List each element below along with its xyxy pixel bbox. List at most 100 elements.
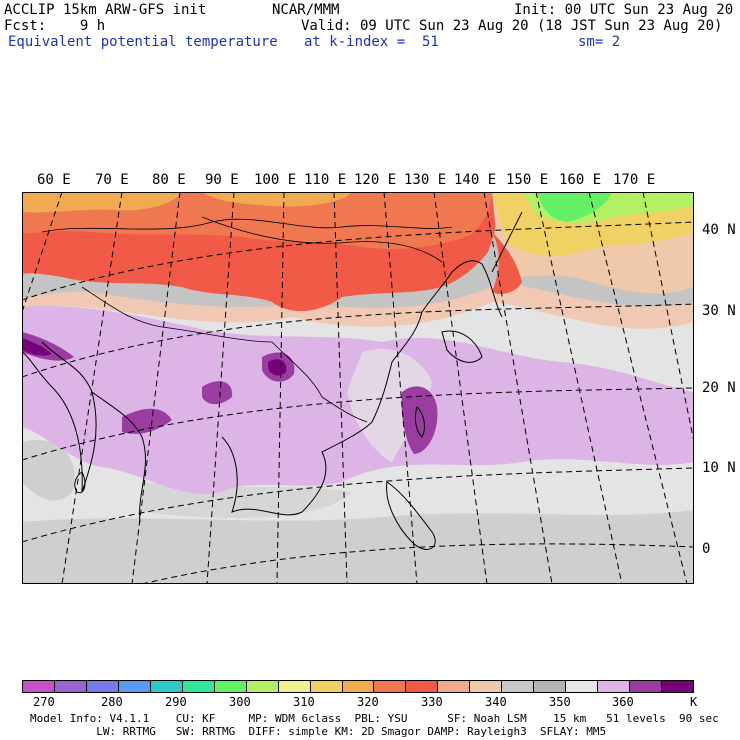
colorbar-swatch: [470, 681, 503, 692]
lon-label: 110 E: [304, 172, 347, 188]
smoothing: sm= 2: [578, 34, 621, 50]
colorbar-swatch: [502, 681, 535, 692]
lon-label: 100 E: [254, 172, 297, 188]
colorbar-tick: 340: [485, 695, 507, 709]
level-index: at k-index = 51: [304, 34, 439, 50]
lon-grid-line: [433, 192, 488, 584]
lon-grid-line: [131, 192, 181, 584]
coastline: [91, 391, 146, 523]
lon-label: 130 E: [404, 172, 447, 188]
field-orange-region: [202, 192, 352, 207]
colorbar-swatch: [214, 681, 247, 692]
colorbar-swatch: [278, 681, 311, 692]
colorbar-swatch: [598, 681, 631, 692]
field-grey-band: [22, 510, 694, 584]
colorbar-swatch: [118, 681, 151, 692]
lat-label: 0: [702, 541, 711, 557]
colorbar-swatch: [534, 681, 567, 692]
model-info-line1: Model Info: V4.1.1 CU: KF MP: WDM 6class…: [30, 712, 719, 725]
field-grey-patch: [347, 348, 432, 462]
colorbar-swatch: [566, 681, 599, 692]
country-border: [201, 216, 443, 263]
lon-grid-line: [333, 192, 348, 584]
colorbar-swatch: [54, 681, 87, 692]
forecast-hour: Fcst: 9 h: [4, 18, 106, 34]
colorbar-swatch: [406, 681, 439, 692]
lat-grid-line: [141, 543, 694, 584]
lon-grid-line: [206, 192, 235, 584]
init-time: Init: 00 UTC Sun 23 Aug 20: [514, 2, 734, 18]
lon-grid-line: [588, 192, 688, 584]
coastline: [371, 311, 423, 423]
coastline: [421, 260, 503, 318]
colorbar: [22, 680, 694, 693]
colorbar-swatch: [438, 681, 471, 692]
country-border: [271, 341, 323, 398]
lon-label: 80 E: [152, 172, 186, 188]
colorbar-unit: K: [690, 695, 698, 709]
lon-label: 170 E: [613, 172, 656, 188]
colorbar-tick: 300: [229, 695, 251, 709]
lon-grid-line: [642, 192, 694, 443]
model-info-line2: LW: RRTMG SW: RRTMG DIFF: simple KM: 2D …: [30, 725, 607, 738]
colorbar-tick: 270: [33, 695, 55, 709]
field-name: Equivalent potential temperature: [8, 34, 278, 50]
country-border: [321, 396, 368, 423]
lon-grid-line: [483, 192, 553, 584]
field-purple-core: [22, 338, 52, 356]
lon-label: 90 E: [205, 172, 239, 188]
lon-label: 160 E: [559, 172, 602, 188]
field-green-region: [537, 192, 612, 222]
colorbar-swatch: [182, 681, 215, 692]
lat-label: 40 N: [702, 222, 736, 238]
colorbar-swatch: [246, 681, 279, 692]
colorbar-tick: 280: [101, 695, 123, 709]
colorbar-tick: 320: [357, 695, 379, 709]
country-border: [81, 286, 273, 343]
colorbar-tick: 310: [293, 695, 315, 709]
lon-grid-line: [383, 192, 418, 584]
lon-label: 70 E: [95, 172, 129, 188]
field-purple-core: [401, 386, 438, 454]
lon-label: 60 E: [37, 172, 71, 188]
coastline: [221, 421, 373, 516]
coastline: [441, 330, 483, 363]
field-purple-core: [268, 359, 287, 376]
lon-label: 150 E: [506, 172, 549, 188]
title-org: NCAR/MMM: [272, 2, 340, 18]
coastline: [414, 406, 425, 438]
colorbar-tick: 330: [421, 695, 443, 709]
field-orange-region: [22, 192, 182, 213]
field-red-region: [492, 232, 522, 294]
field-grey-band: [22, 440, 75, 501]
colorbar-swatch: [342, 681, 375, 692]
lat-label: 10 N: [702, 460, 736, 476]
colorbar-tick: 350: [549, 695, 571, 709]
colorbar-swatch: [374, 681, 407, 692]
lon-label: 120 E: [354, 172, 397, 188]
coastline: [491, 211, 523, 273]
lat-label: 30 N: [702, 303, 736, 319]
title-run: ACCLIP 15km ARW-GFS init: [4, 2, 207, 18]
lon-label: 140 E: [454, 172, 497, 188]
lat-grid-line: [22, 221, 694, 301]
map-frame: [22, 192, 694, 584]
lon-grid-line: [22, 192, 63, 313]
colorbar-tick: 290: [165, 695, 187, 709]
lon-grid-line: [535, 192, 623, 584]
field-purple-core: [202, 381, 233, 405]
map-panel: [22, 192, 694, 584]
country-border: [41, 218, 453, 233]
colorbar-swatch: [662, 681, 694, 692]
field-purple-core: [122, 408, 172, 434]
colorbar-swatch: [630, 681, 663, 692]
colorbar-swatch: [150, 681, 183, 692]
coastline: [386, 481, 436, 550]
coastline: [74, 471, 86, 494]
colorbar-swatch: [23, 681, 55, 692]
lon-grid-line: [276, 192, 285, 584]
lon-grid-line: [61, 192, 123, 584]
colorbar-swatch: [310, 681, 343, 692]
lat-label: 20 N: [702, 380, 736, 396]
valid-time: Valid: 09 UTC Sun 23 Aug 20 (18 JST Sun …: [301, 18, 723, 34]
